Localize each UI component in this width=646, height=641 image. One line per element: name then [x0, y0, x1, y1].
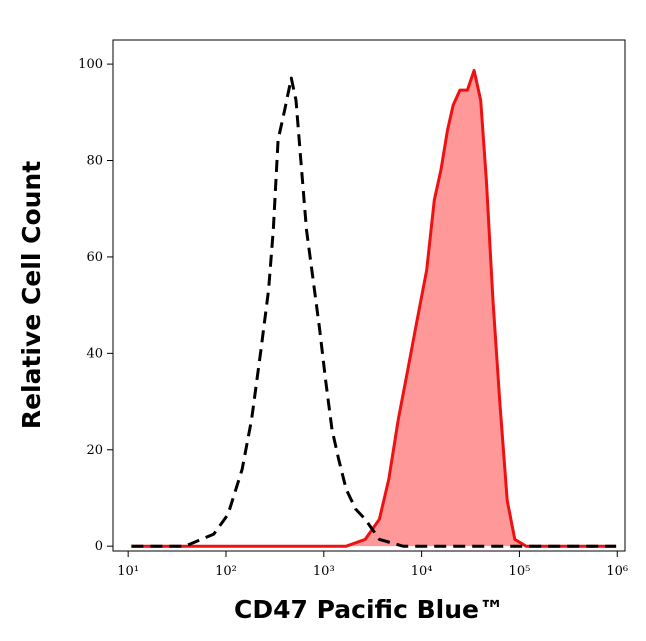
histogram-line	[131, 68, 617, 548]
y-tick-label: 40	[86, 346, 103, 361]
histogram-area	[131, 70, 617, 547]
x-axis-label: CD47 Pacific Blue™	[234, 595, 504, 624]
y-tick-label: 100	[78, 57, 103, 72]
plot-frame	[112, 39, 626, 552]
x-tick-label: 10⁴	[411, 564, 433, 579]
histogram-line	[131, 76, 617, 548]
x-tick-label: 10⁵	[509, 564, 531, 579]
y-tick-label: 60	[86, 250, 103, 265]
y-axis-label: Relative Cell Count	[17, 161, 46, 429]
y-tick-label: 80	[86, 154, 103, 169]
y-tick-label: 0	[95, 539, 103, 554]
x-tick-label: 10²	[215, 564, 237, 579]
x-tick-label: 10³	[313, 564, 335, 579]
x-tick-label: 10¹	[117, 564, 139, 579]
y-tick-label: 20	[86, 443, 103, 458]
x-tick-label: 10⁶	[606, 564, 628, 579]
